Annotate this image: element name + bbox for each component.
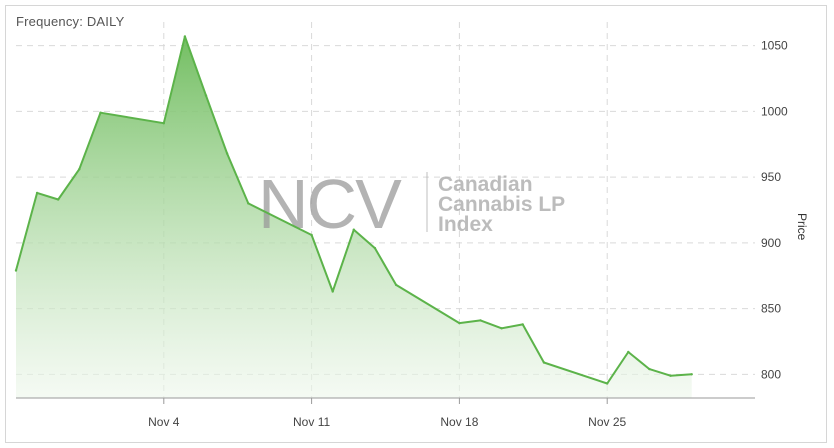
data-point-2019-11-07: [225, 152, 229, 155]
data-point-2019-11-15: [394, 283, 398, 287]
data-point-2019-11-28: [669, 374, 672, 377]
watermark-logo-text: NCV: [258, 165, 402, 243]
data-point-2019-11-01: [99, 111, 102, 114]
data-point-2019-11-26: [627, 350, 630, 354]
watermark-line-1: Canadian: [438, 173, 533, 196]
y-tick-label-1000: 1000: [761, 104, 788, 118]
data-point-2019-11-06: [204, 94, 208, 97]
line-layer: [14, 35, 693, 385]
data-point-2019-11-29: [690, 373, 693, 376]
data-point-2019-10-31: [78, 168, 81, 171]
data-point-2019-11-12: [331, 290, 334, 293]
x-tick-label-0: Nov 4: [148, 415, 180, 429]
data-point-2019-11-14: [373, 246, 377, 250]
data-point-2019-11-08: [247, 202, 250, 205]
y-tick-label-950: 950: [761, 170, 781, 184]
x-tick-label-1: Nov 11: [293, 415, 330, 429]
data-point-2019-11-22: [542, 361, 546, 364]
data-point-2019-10-30: [57, 198, 60, 201]
data-point-2019-11-05: [183, 35, 187, 38]
x-tick-label-2: Nov 18: [440, 415, 478, 429]
watermark-line-3: Index: [438, 213, 493, 236]
data-point-2019-11-18: [458, 321, 461, 325]
y-tick-label-800: 800: [761, 367, 781, 381]
data-point-2019-11-13: [352, 228, 355, 231]
watermark-line-2: Cannabis LP: [438, 193, 565, 216]
y-tick-label-1050: 1050: [761, 39, 788, 53]
data-point-2019-11-27: [648, 367, 651, 371]
area-layer: [16, 36, 692, 398]
y-tick-label-850: 850: [761, 302, 781, 316]
data-point-2019-11-25: [606, 382, 609, 385]
data-point-2019-11-19: [479, 319, 482, 322]
y-axis-title: Price: [795, 213, 809, 241]
data-point-2019-11-11: [310, 233, 313, 237]
y-tick-label-900: 900: [761, 236, 781, 250]
ncv-watermark-logo: NCV Canadian Cannabis LP Index: [258, 165, 565, 243]
frequency-label: Frequency: DAILY: [16, 14, 125, 29]
data-point-2019-11-04: [162, 122, 165, 125]
data-point-2019-11-20: [500, 327, 503, 330]
axis-layer: 800 850 900 950 1000 1050 Nov 4 Nov 11 Nov 18 Nov…: [16, 39, 788, 429]
data-point-2019-10-29: [35, 191, 39, 195]
price-area-fill: [16, 36, 692, 398]
data-point-2019-10-28: [14, 269, 18, 272]
x-tick-label-3: Nov 25: [588, 415, 626, 429]
data-point-2019-11-21: [521, 323, 524, 326]
